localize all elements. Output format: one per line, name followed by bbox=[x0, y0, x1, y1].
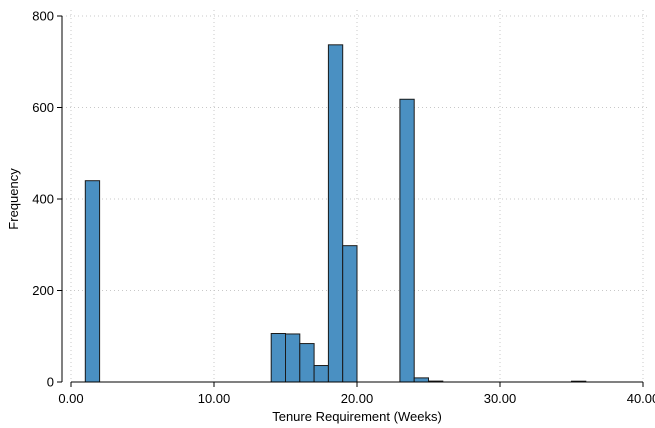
x-tick-label: 20.00 bbox=[341, 391, 374, 406]
y-tick-label: 200 bbox=[32, 283, 54, 298]
bars-layer bbox=[84, 44, 587, 383]
histogram-bar bbox=[399, 98, 415, 383]
histogram-bar bbox=[270, 333, 287, 383]
x-tick-label: 40.00 bbox=[627, 391, 655, 406]
histogram-bar bbox=[285, 333, 301, 383]
y-tick-label: 0 bbox=[47, 375, 54, 390]
y-tick-label: 800 bbox=[32, 9, 54, 24]
y-tick-label: 600 bbox=[32, 100, 54, 115]
y-axis-title: Frequency bbox=[6, 168, 21, 230]
histogram-bar bbox=[413, 377, 430, 383]
x-axis-title: Tenure Requirement (Weeks) bbox=[272, 409, 442, 424]
histogram-bar bbox=[299, 343, 315, 383]
x-tick-label: 30.00 bbox=[484, 391, 517, 406]
x-tick-label: 10.00 bbox=[198, 391, 231, 406]
y-tick-label: 400 bbox=[32, 192, 54, 207]
histogram-bar bbox=[342, 245, 358, 383]
histogram-bar bbox=[84, 180, 101, 383]
x-tick-label: 0.00 bbox=[58, 391, 83, 406]
ticks-layer: 0 200 400 600 800 0.00 10.00 20.00 30.00 40.00 bbox=[32, 9, 655, 407]
histogram-bar bbox=[313, 365, 329, 383]
histogram-bar bbox=[327, 44, 344, 383]
